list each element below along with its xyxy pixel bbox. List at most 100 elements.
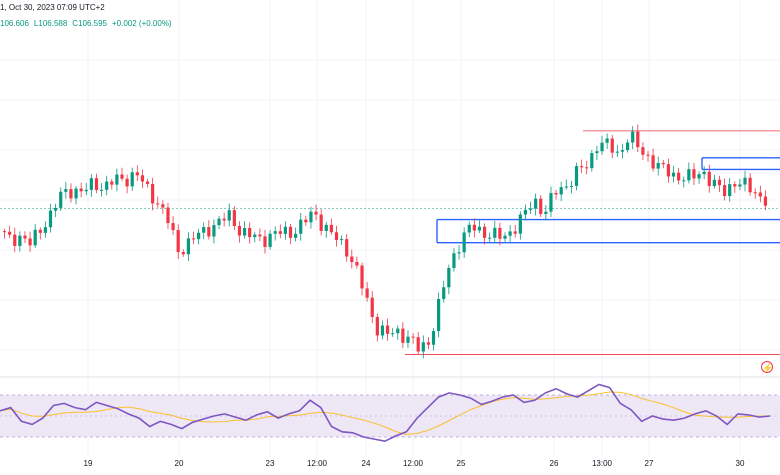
candle-body — [636, 131, 640, 148]
candle-body — [186, 238, 190, 255]
candle-body — [294, 233, 298, 238]
grid-horizontal — [0, 59, 780, 351]
candle-body — [539, 198, 543, 214]
candle-body — [145, 181, 150, 184]
candle-body — [682, 180, 686, 182]
candle-body — [171, 223, 175, 231]
ohlc-open: 106.606 — [0, 19, 29, 28]
candle-body — [74, 188, 78, 199]
candle-body — [671, 172, 676, 177]
candle-body — [268, 233, 272, 247]
candle-body — [518, 214, 522, 234]
candle-body — [130, 172, 134, 187]
candle-body — [8, 231, 12, 235]
candle-body — [442, 287, 446, 300]
candle-body — [651, 155, 655, 169]
x-tick-label: 12:00 — [307, 459, 328, 468]
candle-body — [161, 204, 165, 208]
candle-body — [437, 299, 441, 332]
candle-body — [105, 181, 109, 190]
candles — [2, 124, 768, 359]
rsi-line — [0, 383, 771, 443]
candle-body — [391, 333, 395, 335]
candle-body — [334, 232, 339, 240]
candle-body — [329, 224, 333, 233]
candle-body — [503, 235, 507, 239]
x-tick-label: 23 — [266, 459, 275, 468]
grid-vertical — [87, 0, 741, 456]
candle-body — [299, 219, 303, 234]
x-tick-label: 20 — [175, 459, 184, 468]
candle-body — [585, 167, 589, 169]
candle-body — [482, 226, 487, 238]
candle-body — [28, 238, 32, 246]
candle-body — [283, 226, 288, 234]
candle-body — [140, 175, 145, 182]
candle-body — [94, 178, 99, 191]
candle-body — [452, 253, 456, 268]
x-tick-label: 12:00 — [403, 459, 424, 468]
candle-body — [421, 342, 425, 352]
candle-body — [717, 179, 722, 186]
candle-body — [125, 178, 129, 187]
candle-body — [559, 187, 563, 195]
candle-body — [738, 184, 742, 187]
candle-body — [38, 229, 42, 233]
candle-body — [513, 231, 517, 234]
candle-body — [697, 174, 701, 179]
candle-body — [248, 228, 252, 238]
candle-body — [625, 142, 630, 151]
candle-body — [574, 166, 579, 186]
candle-body — [69, 189, 73, 199]
candle-body — [692, 169, 696, 179]
candle-body — [472, 224, 476, 231]
candle-body — [416, 337, 420, 352]
candle-body — [212, 225, 216, 237]
x-tick-label: 26 — [550, 459, 559, 468]
candle-body — [365, 288, 369, 298]
candle-body — [120, 174, 124, 179]
ohlc-readout: 106.606 L106.588 C106.595 +0.002 (+0.00%) — [0, 19, 177, 28]
candle-body — [462, 232, 466, 253]
candle-body — [411, 336, 415, 338]
candle-body — [33, 229, 37, 246]
candle-body — [360, 265, 364, 289]
candle-body — [273, 231, 277, 234]
x-axis: 19 20 23 12:00 24 12:00 25 26 13:00 27 30 — [84, 459, 745, 468]
candle-body — [84, 189, 88, 192]
x-tick-label: 13:00 — [592, 459, 613, 468]
candle-body — [370, 297, 374, 318]
candle-body — [23, 235, 27, 239]
candle-body — [227, 210, 231, 221]
candle-body — [493, 227, 497, 238]
candle-body — [564, 186, 568, 188]
candle-body — [385, 325, 390, 334]
candle-body — [13, 234, 17, 246]
ohlc-change: +0.002 (+0.00%) — [112, 19, 172, 28]
candle-body — [355, 262, 359, 266]
rsi-pane — [0, 383, 780, 443]
chart-title: 1, Oct 30, 2023 07:09 UTC+2 — [0, 3, 105, 12]
candle-body — [401, 328, 405, 343]
candle-body — [661, 162, 665, 165]
candle-body — [375, 317, 379, 336]
candle-body — [447, 267, 451, 288]
candle-body — [319, 214, 323, 231]
candle-body — [278, 231, 282, 234]
candle-body — [687, 169, 691, 181]
x-tick-label: 25 — [457, 459, 466, 468]
flash-icon[interactable]: ⚡ — [761, 361, 774, 373]
candle-body — [314, 211, 318, 215]
candle-body — [677, 172, 681, 181]
candle-body — [110, 181, 114, 185]
candle-body — [477, 226, 482, 231]
candle-body — [728, 184, 732, 197]
candle-body — [99, 189, 104, 191]
candle-body — [54, 207, 58, 211]
candle-body — [191, 238, 196, 240]
candle-body — [380, 325, 385, 336]
candle-body — [722, 185, 727, 197]
candle-body — [181, 252, 185, 255]
candle-body — [242, 228, 247, 236]
